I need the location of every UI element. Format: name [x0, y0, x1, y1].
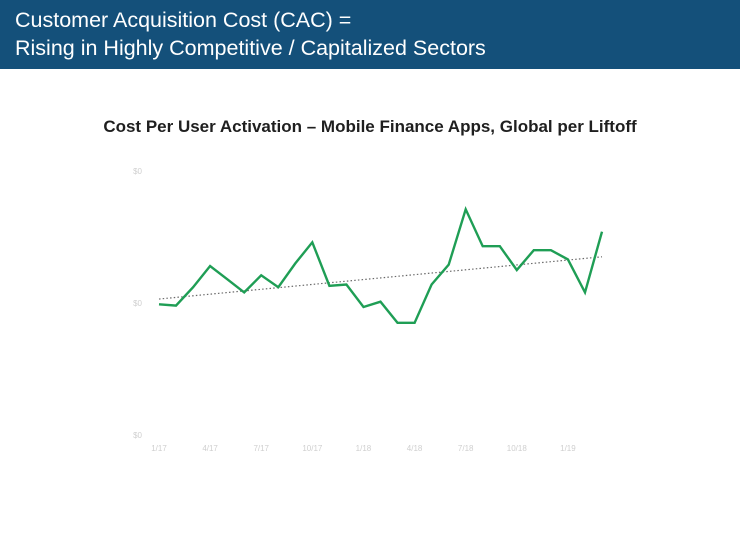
x-tick-label: 1/17 — [151, 444, 167, 453]
x-tick-label: 7/18 — [458, 444, 474, 453]
x-tick-label: 7/17 — [253, 444, 269, 453]
x-tick-label: 10/17 — [302, 444, 323, 453]
slide-title-line-1: Customer Acquisition Cost (CAC) = — [15, 8, 352, 32]
x-tick-label: 10/18 — [507, 444, 528, 453]
x-tick-label: 4/17 — [202, 444, 218, 453]
slide-title-line-2: Rising in Highly Competitive / Capitaliz… — [15, 36, 486, 60]
y-tick-label: $0 — [133, 431, 142, 440]
x-tick-label: 1/18 — [356, 444, 372, 453]
chart-title: Cost Per User Activation – Mobile Financ… — [103, 117, 637, 136]
y-tick-label: $0 — [133, 299, 142, 308]
x-tick-label: 1/19 — [560, 444, 576, 453]
trend-line — [158, 256, 603, 300]
series-line — [158, 205, 604, 324]
y-tick-label: $0 — [133, 167, 142, 176]
slide-header: Customer Acquisition Cost (CAC) = Rising… — [0, 0, 740, 69]
x-tick-label: 4/18 — [407, 444, 423, 453]
